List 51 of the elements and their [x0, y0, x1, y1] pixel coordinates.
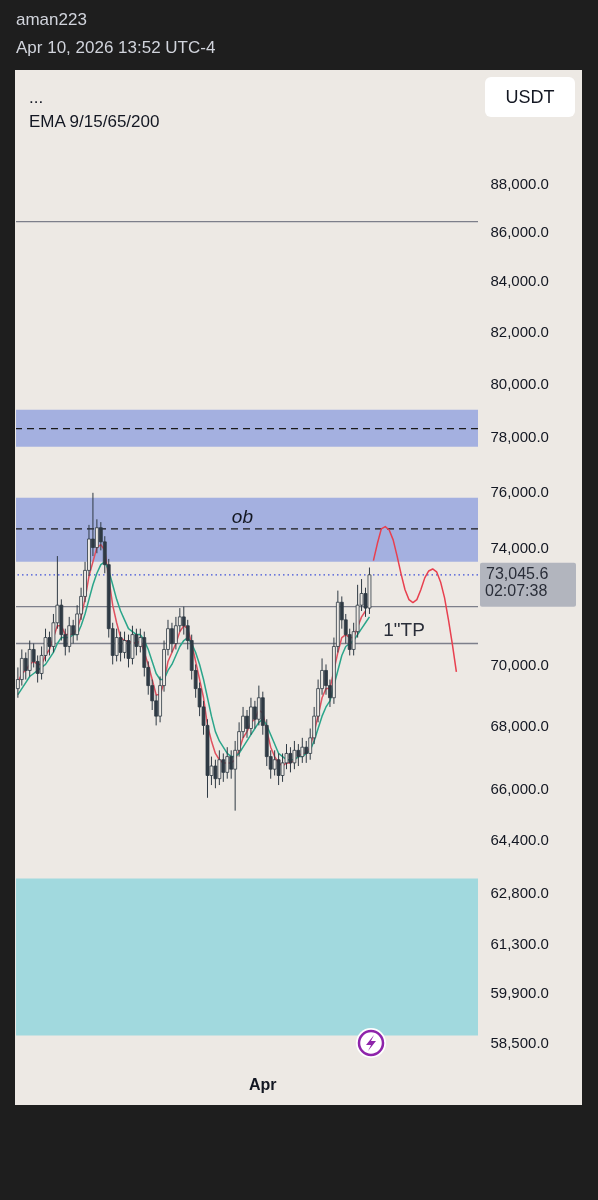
band-label: ob	[231, 505, 253, 527]
text: USDT	[485, 77, 575, 117]
ref-line-label: 1"TP	[383, 618, 425, 640]
y-tick-label: 80,000.0	[490, 375, 549, 393]
candlestick	[221, 752, 226, 783]
candlestick	[122, 631, 127, 659]
candlestick	[229, 749, 234, 780]
text: ...	[29, 88, 44, 108]
y-tick-label: 88,000.0	[490, 174, 549, 192]
candlestick	[213, 759, 218, 789]
y-tick-label: 78,000.0	[490, 428, 549, 446]
y-tick-label: 61,300.0	[490, 935, 549, 953]
candlestick	[296, 743, 301, 767]
candlestick	[130, 625, 135, 665]
candlestick	[67, 616, 72, 653]
chart-title: aman223	[16, 10, 87, 30]
y-tick-label: 64,400.0	[490, 831, 549, 849]
y-tick-label: 62,800.0	[490, 884, 549, 902]
y-tick-label: 82,000.0	[490, 323, 549, 341]
y-tick-label: 58,500.0	[490, 1033, 549, 1051]
y-tick-label: 86,000.0	[490, 222, 549, 240]
y-tick-label: 84,000.0	[490, 272, 549, 290]
candlestick	[118, 631, 123, 662]
chart-subtitle: Apr 10, 2026 13:52 UTC-4	[16, 38, 216, 58]
candlestick	[253, 700, 257, 730]
y-tick-label: 68,000.0	[490, 716, 549, 734]
y-tick-label: 76,000.0	[490, 482, 549, 500]
candlestick	[23, 651, 28, 681]
candlestick	[288, 746, 293, 773]
text: 02:07:38	[485, 582, 548, 600]
y-tick-label: 74,000.0	[490, 539, 549, 557]
x-tick-label: Apr	[249, 1075, 277, 1093]
candlestick	[126, 634, 131, 668]
candlestick	[134, 628, 139, 656]
candlestick	[304, 740, 309, 764]
candlestick	[276, 752, 281, 786]
candlestick	[292, 740, 297, 770]
y-tick-label: 66,000.0	[490, 779, 549, 797]
line-series	[372, 525, 458, 673]
candlestick	[245, 709, 249, 739]
candlestick	[300, 737, 305, 764]
candlestick	[256, 685, 261, 726]
candlestick	[225, 746, 230, 780]
candlestick	[217, 749, 222, 786]
y-tick-label: 59,900.0	[490, 983, 549, 1001]
text: EMA 9/15/65/200	[29, 112, 160, 132]
y-tick-label: 70,000.0	[490, 655, 549, 673]
candlestick	[170, 622, 174, 653]
ref-line-label: 73,045.6	[486, 564, 549, 582]
candlestick	[249, 697, 253, 736]
candlestick	[27, 640, 32, 677]
